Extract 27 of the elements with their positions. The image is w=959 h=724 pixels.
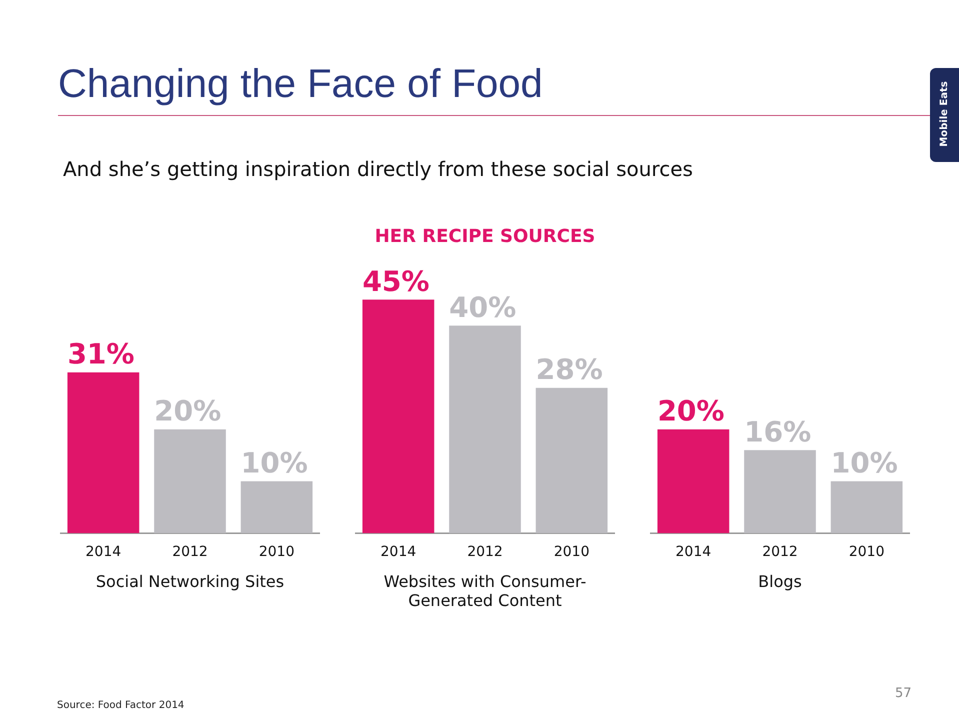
x-tick-label: 2014 [380, 544, 416, 560]
x-axis-title: Blogs [757, 572, 803, 591]
text: 57 [895, 686, 912, 701]
data-label: 10% [830, 446, 898, 480]
x-tick-label: 2010 [554, 544, 590, 560]
data-label: 28% [536, 353, 603, 386]
source-note: Source: Food Factor 2014 [57, 700, 184, 711]
data-label: 45% [362, 264, 430, 298]
data-label: 20% [154, 394, 222, 428]
data-label: 40% [449, 290, 516, 324]
chart-title: HER RECIPE SOURCES [374, 226, 596, 247]
x-tick-label: 2012 [762, 544, 798, 560]
data-label: 10% [240, 446, 308, 480]
chart-title: Changing the Face of Food [58, 62, 543, 107]
text: And she’s getting inspiration directly from these social sources [63, 157, 693, 181]
x-tick-label: 2010 [848, 544, 884, 560]
data-label: 20% [657, 394, 724, 428]
x-tick-label: 2014 [86, 544, 122, 560]
x-tick-label: 2014 [676, 544, 712, 560]
x-tick-label: 2012 [467, 544, 503, 560]
data-label: 31% [67, 338, 134, 371]
data-label: 16% [744, 415, 812, 448]
x-tick-label: 2012 [172, 544, 208, 560]
x-axis-title: Websites with Consumer-Generated Content [382, 572, 588, 610]
x-tick-label: 2010 [258, 544, 294, 560]
text: Mobile Eats [938, 80, 951, 149]
x-axis-title: Social Networking Sites [94, 572, 286, 591]
